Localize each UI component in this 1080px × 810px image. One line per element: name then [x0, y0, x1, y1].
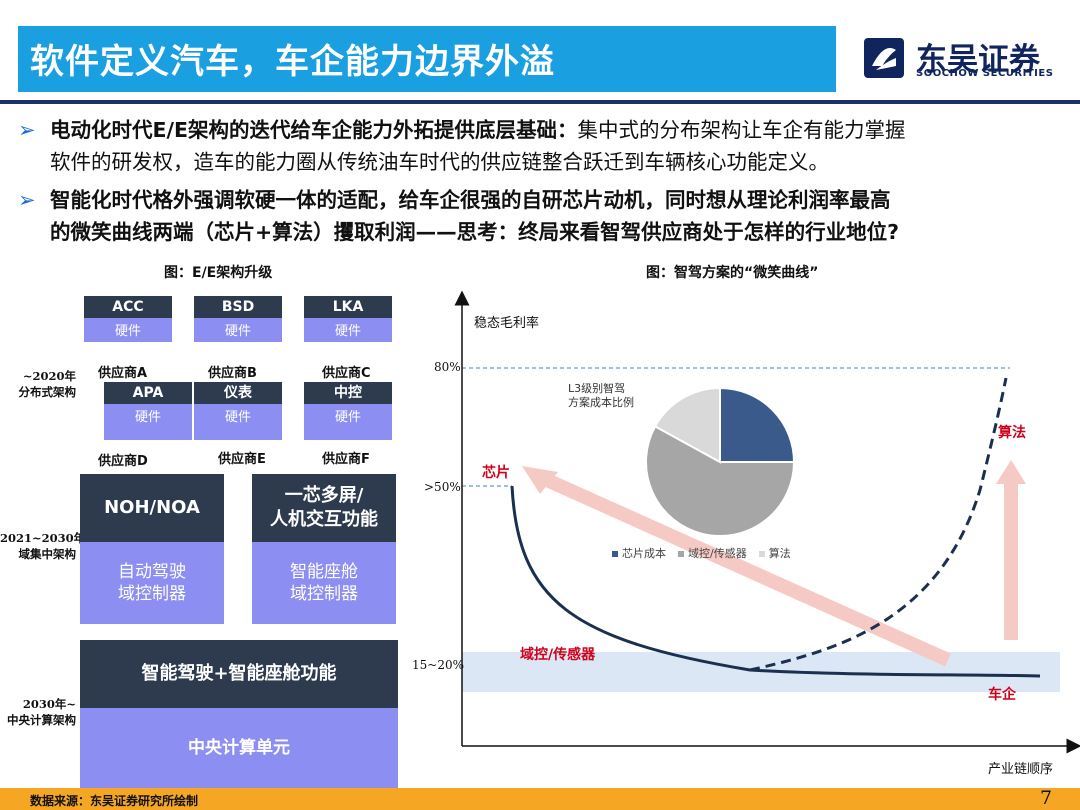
- x-axis-label: 产业链顺序: [988, 762, 1054, 777]
- ecu-box: ACC 硬件: [84, 296, 172, 342]
- ecu-hardware: 硬件: [304, 318, 392, 342]
- smile-curve-diagram: [454, 290, 1080, 754]
- bullet-1-text: 集中式的分布架构让车企有能力掌握: [577, 118, 906, 142]
- era-central: 2030年~ 中央计算架构: [7, 697, 76, 727]
- bullet-2-line2: 的微笑曲线两端（芯片+算法）攫取利润——思考：终局来看智驾供应商处于怎样的行业地…: [50, 220, 900, 244]
- central-function: 智能驾驶+智能座舱功能: [80, 640, 398, 708]
- domain-cockpit-function: 一芯多屏/ 人机交互功能: [252, 474, 396, 542]
- left-figure-caption: 图：E/E架构升级: [164, 265, 273, 281]
- smile-curve-solid: [510, 485, 1041, 678]
- footer-bar: [0, 788, 1080, 810]
- y-tick-50: >50%: [424, 480, 461, 494]
- supplier-label: 供应商E: [218, 452, 266, 467]
- bullet-1-bold: 电动化时代E/E架构的迭代给车企能力外拓提供底层基础：: [50, 118, 578, 142]
- title-bar: [18, 26, 836, 92]
- domain-adas-controller: 自动驾驶 域控制器: [80, 542, 224, 624]
- ecu-name: BSD: [194, 296, 282, 318]
- pie-legend: 芯片成本 域控/传感器 算法: [612, 545, 791, 561]
- domain-cockpit-controller: 智能座舱 域控制器: [252, 542, 396, 624]
- label-domain-sensor: 域控/传感器: [520, 647, 596, 663]
- bullet-arrow-icon: ➢: [18, 118, 36, 142]
- domain-adas-function: NOH/NOA: [80, 474, 224, 542]
- y-tick-80: 80%: [434, 360, 461, 374]
- legend-item-algo: 算法: [758, 545, 791, 561]
- bullet-1: 电动化时代E/E架构的迭代给车企能力外拓提供底层基础：集中式的分布架构让车企有能…: [50, 114, 906, 146]
- arrow-head-icon: [996, 460, 1026, 484]
- pie-slice-1: [645, 424, 796, 537]
- legend-label: 算法: [768, 547, 791, 560]
- era-domain: 2021~2030年 域集中架构: [0, 531, 86, 561]
- soochow-logo-icon: [864, 38, 904, 78]
- label-chip: 芯片: [482, 465, 510, 481]
- data-source: 数据来源：东吴证券研究所绘制: [30, 794, 199, 808]
- arrow-to-chip: [535, 469, 951, 667]
- era-distributed: ~2020年 分布式架构: [18, 369, 77, 399]
- legend-label: 域控/传感器: [688, 547, 747, 560]
- ecu-name: ACC: [84, 296, 172, 318]
- bullet-arrow-icon: ➢: [18, 188, 36, 212]
- ecu-box: BSD 硬件: [194, 296, 282, 342]
- supplier-label: 供应商B: [208, 366, 257, 381]
- central-unit: 中央计算单元: [80, 708, 398, 788]
- ecu-hardware: 硬件: [304, 404, 392, 440]
- right-figure-caption: 图：智驾方案的“微笑曲线”: [646, 265, 819, 281]
- arrow-head-icon: [522, 466, 558, 494]
- bullet-2-line1: 智能化时代格外强调软硬一体的适配，给车企很强的自研芯片动机，同时想从理论利润率最…: [50, 188, 891, 212]
- ecu-box: 中控 硬件: [304, 382, 392, 440]
- y-axis-label: 稳态毛利率: [474, 316, 540, 331]
- supplier-label: 供应商D: [98, 454, 148, 469]
- ecu-row-1: ACC 硬件 BSD 硬件 LKA 硬件 供应商A 供应商B 供应商C: [80, 296, 400, 381]
- ecu-name: APA: [104, 382, 192, 404]
- domain-adas: NOH/NOA 自动驾驶 域控制器: [80, 474, 224, 624]
- ecu-box: APA 硬件: [104, 382, 192, 440]
- ecu-box: 仪表 硬件: [194, 382, 282, 440]
- ecu-hardware: 硬件: [194, 404, 282, 440]
- label-algo: 算法: [998, 425, 1026, 441]
- ecu-hardware: 硬件: [84, 318, 172, 342]
- legend-label: 芯片成本: [622, 547, 666, 560]
- ecu-hardware: 硬件: [194, 318, 282, 342]
- pie-chart: [645, 386, 796, 537]
- ecu-hardware: 硬件: [104, 404, 192, 440]
- ecu-name: 仪表: [194, 382, 282, 404]
- ecu-name: 中控: [304, 382, 392, 404]
- central-compute: 智能驾驶+智能座舱功能 中央计算单元: [80, 640, 398, 788]
- ecu-name: LKA: [304, 296, 392, 318]
- page-title: 软件定义汽车，车企能力边界外溢: [30, 42, 555, 82]
- y-tick-15-20: 15~20%: [412, 658, 464, 672]
- label-oem: 车企: [988, 687, 1016, 703]
- ecu-row-2: APA 硬件 仪表 硬件 中控 硬件 供应商D 供应商E 供应商F: [80, 382, 400, 469]
- bullet-1-cont: 软件的研发权，造车的能力圈从传统油车时代的供应链整合跃迁到车辆核心功能定义。: [50, 150, 829, 174]
- pie-slice-0: [719, 386, 796, 463]
- domain-cockpit: 一芯多屏/ 人机交互功能 智能座舱 域控制器: [252, 474, 396, 624]
- logo-text-cn: 东吴证券: [916, 42, 1040, 78]
- header-rule: [0, 100, 1080, 104]
- smile-curve-dashed: [749, 377, 1008, 672]
- ecu-box: LKA 硬件: [304, 296, 392, 342]
- arrow-to-algo: [1004, 482, 1018, 640]
- logo-text-en: SOOCHOW SECURITIES: [916, 68, 1054, 79]
- supplier-label: 供应商A: [98, 366, 148, 381]
- supplier-label: 供应商F: [322, 452, 370, 467]
- legend-item-domain: 域控/传感器: [678, 545, 747, 561]
- pie-slice-2: [653, 386, 721, 464]
- pie-title: L3级别智驾 方案成本比例: [568, 382, 634, 409]
- legend-item-chip: 芯片成本: [612, 545, 666, 561]
- supplier-label: 供应商C: [322, 366, 371, 381]
- page-number: 7: [1040, 787, 1053, 809]
